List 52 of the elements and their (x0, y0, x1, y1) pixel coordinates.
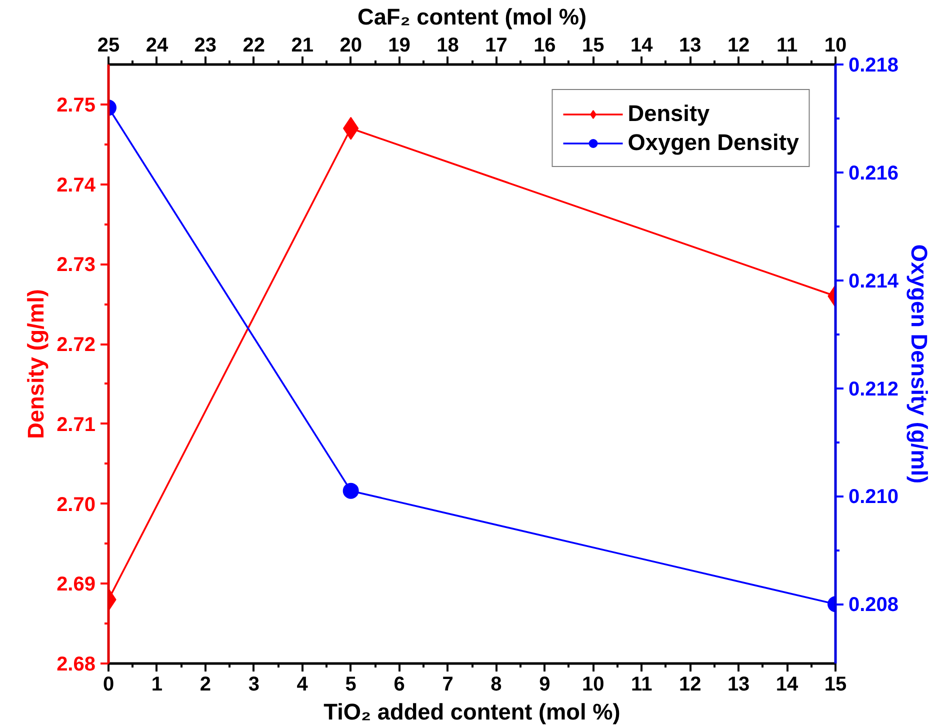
x2-tick-label: 19 (388, 34, 410, 56)
x2-tick-label: 16 (534, 34, 556, 56)
x2-tick-label: 10 (824, 34, 847, 56)
x2-axis-title: CaF₂ content (mol %) (357, 4, 587, 30)
y-tick-label: 2.71 (56, 414, 96, 436)
y2-tick-label: 0.210 (848, 486, 899, 508)
y-axis-title: Density (g/ml) (22, 289, 49, 439)
y-tick-label: 2.69 (56, 574, 96, 596)
x-tick-label: 4 (296, 674, 309, 696)
x-tick-label: 13 (727, 674, 750, 696)
y2-tick-label: 0.216 (848, 162, 899, 184)
x-tick-label: 9 (539, 674, 550, 696)
x-tick-label: 8 (490, 674, 502, 696)
x2-tick-label: 17 (485, 34, 508, 56)
x-tick-label: 7 (442, 674, 454, 696)
legend-label: Oxygen Density (628, 129, 799, 156)
x-tick-label: 12 (678, 674, 702, 696)
x-tick-label: 15 (824, 674, 847, 696)
y2-tick-label: 0.208 (848, 594, 899, 616)
x2-tick-label: 15 (582, 34, 604, 56)
x2-tick-label: 12 (727, 34, 750, 56)
y2-tick-label: 0.218 (848, 54, 899, 76)
x-tick-label: 2 (200, 674, 211, 696)
x-tick-label: 11 (631, 674, 652, 696)
x-tick-label: 10 (582, 674, 604, 696)
y-tick-label: 2.75 (56, 94, 96, 116)
x-tick-label: 5 (345, 674, 356, 696)
y-tick-label: 2.68 (56, 654, 96, 676)
y2-tick-label: 0.214 (848, 270, 900, 292)
x2-tick-label: 14 (630, 34, 654, 56)
x2-tick-label: 24 (146, 34, 169, 56)
x-tick-label: 0 (102, 674, 114, 696)
y-tick-label: 2.70 (56, 494, 96, 516)
x2-tick-label: 11 (776, 34, 798, 56)
y2-tick-label: 0.212 (848, 378, 899, 400)
x2-tick-label: 22 (242, 34, 266, 56)
x2-tick-label: 23 (194, 34, 217, 56)
x-tick-label: 14 (776, 674, 800, 696)
x-tick-label: 1 (151, 674, 163, 696)
x2-tick-label: 13 (678, 34, 702, 56)
x2-tick-label: 18 (436, 34, 459, 56)
x-tick-label: 3 (248, 674, 260, 696)
x2-tick-label: 25 (97, 34, 120, 56)
y-tick-label: 2.74 (56, 174, 96, 196)
x-axis-title: TiO₂ added content (mol %) (324, 698, 620, 724)
legend-label: Density (628, 100, 710, 127)
y-tick-label: 2.73 (56, 254, 96, 276)
y-tick-label: 2.72 (56, 334, 96, 356)
x2-tick-label: 20 (340, 34, 362, 56)
x-tick-label: 6 (394, 674, 405, 696)
y2-axis-title: Oxygen Density (g/ml) (906, 244, 933, 484)
x2-tick-label: 21 (291, 34, 314, 56)
